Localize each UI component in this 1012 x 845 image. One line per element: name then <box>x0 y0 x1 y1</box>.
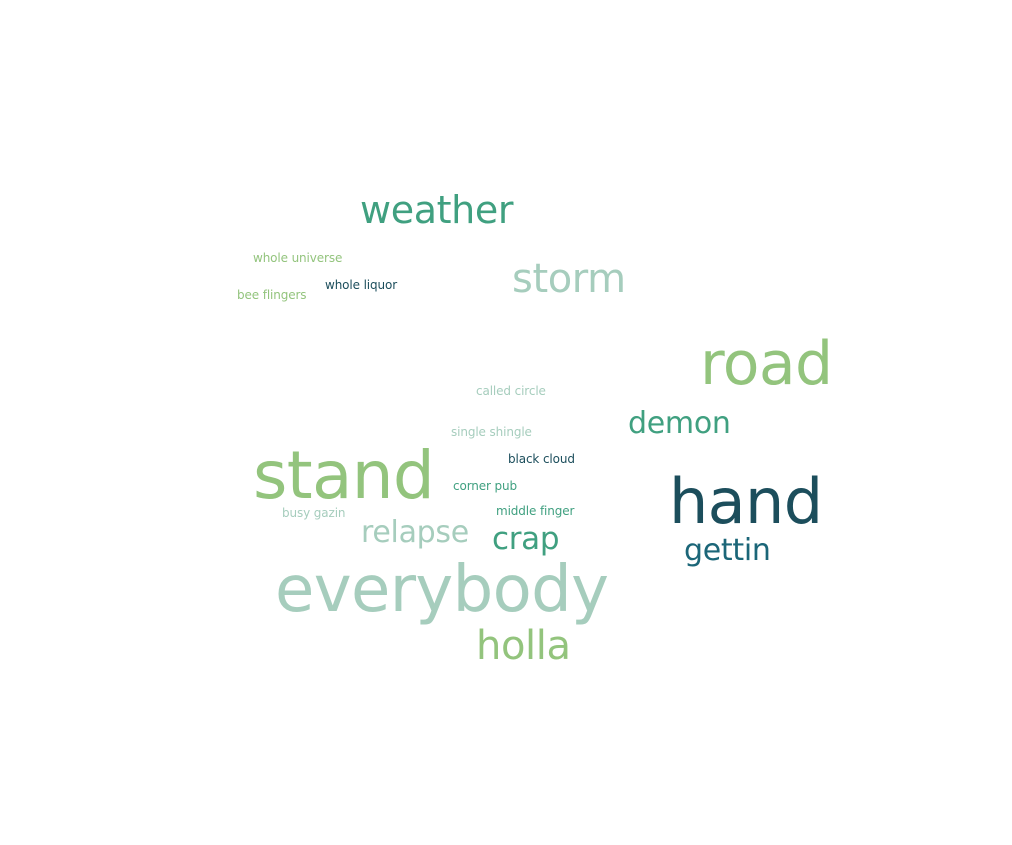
word-holla: holla <box>476 623 571 669</box>
word-gettin: gettin <box>684 533 771 568</box>
word-weather: weather <box>360 188 514 232</box>
word-hand: hand <box>669 465 823 538</box>
word-stand: stand <box>253 437 435 514</box>
word-whole-universe: whole universe <box>253 251 343 265</box>
word-crap: crap <box>492 521 560 557</box>
word-storm: storm <box>512 256 626 302</box>
word-middle-finger: middle finger <box>496 504 575 518</box>
word-everybody: everybody <box>275 553 609 627</box>
word-road: road <box>700 329 833 399</box>
word-black-cloud: black cloud <box>508 452 575 466</box>
word-relapse: relapse <box>361 515 469 550</box>
word-demon: demon <box>628 406 731 441</box>
word-corner-pub: corner pub <box>453 479 518 493</box>
word-bee-flingers: bee flingers <box>237 288 307 302</box>
word-called-circle: called circle <box>476 384 546 398</box>
word-single-shingle: single shingle <box>451 425 532 439</box>
word-whole-liquor: whole liquor <box>325 278 398 292</box>
word-busy-gazin: busy gazin <box>282 506 346 520</box>
